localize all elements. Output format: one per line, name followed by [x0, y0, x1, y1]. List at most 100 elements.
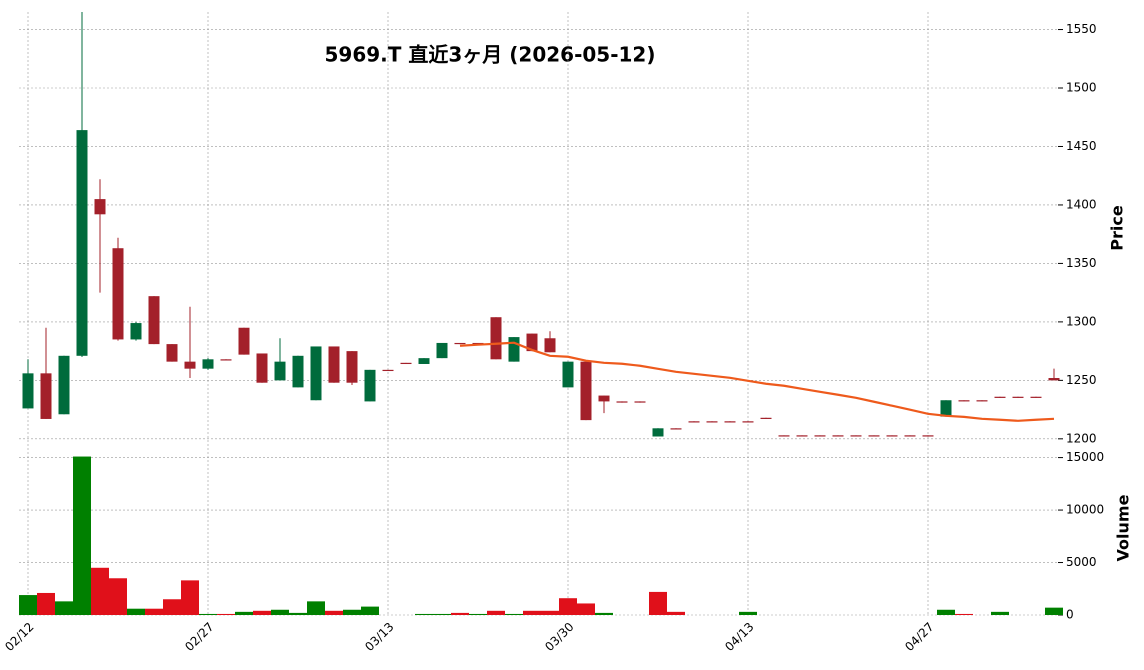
- candle-body: [904, 435, 916, 437]
- candle-body: [202, 359, 214, 369]
- candle-body: [292, 355, 304, 388]
- volume-bar: [325, 610, 343, 615]
- y-tick-label: 1500: [1066, 81, 1097, 95]
- volume-bar: [217, 613, 235, 615]
- volume-bar: [37, 592, 55, 615]
- candle-body: [76, 130, 88, 356]
- x-tick-label: 04/13: [722, 620, 756, 654]
- volume-bar: [649, 591, 667, 615]
- candle-body: [418, 358, 430, 364]
- x-tick-label: 03/13: [362, 620, 396, 654]
- y-tick-label: 1300: [1066, 314, 1097, 328]
- candle-body: [886, 435, 898, 437]
- y-tick-label: 1550: [1066, 22, 1097, 36]
- candle-body: [346, 351, 358, 383]
- y-tick-label: 15000: [1066, 450, 1104, 464]
- candle-body: [976, 400, 988, 402]
- candle-body: [616, 401, 628, 403]
- candle-body: [148, 296, 160, 345]
- candle-body: [274, 361, 286, 381]
- y-tick-label: 1450: [1066, 139, 1097, 153]
- volume-axis-label: Volume: [1114, 494, 1133, 561]
- volume-bar: [667, 611, 685, 615]
- y-tick-label: 10000: [1066, 503, 1104, 517]
- volume-bar: [109, 578, 127, 615]
- volume-bar: [577, 603, 595, 615]
- volume-bar: [271, 609, 289, 615]
- candle-body: [562, 361, 574, 388]
- volume-bar: [163, 599, 181, 615]
- candle-body: [130, 323, 142, 340]
- volume-bar: [505, 613, 523, 615]
- volume-bar: [73, 456, 91, 615]
- candle-body: [526, 333, 538, 352]
- moving-average-line: [459, 341, 1055, 422]
- y-tick-label: 1350: [1066, 256, 1097, 270]
- candle-body: [472, 342, 484, 345]
- volume-bar: [343, 609, 361, 615]
- candle-body: [508, 337, 520, 362]
- y-tick-label: 0: [1066, 608, 1074, 622]
- volume-bar: [1045, 607, 1063, 615]
- chart-title: 5969.T 直近3ヶ月 (2026-05-12): [325, 43, 656, 67]
- volume-bar: [253, 610, 271, 615]
- x-tick-label: 03/30: [542, 620, 576, 654]
- volume-bar: [469, 613, 487, 615]
- candle-body: [1030, 396, 1042, 398]
- candle-body: [328, 346, 340, 383]
- volume-bar: [235, 611, 253, 615]
- y-tick-label: 1200: [1066, 431, 1097, 445]
- candle-body: [778, 435, 790, 437]
- candle-body: [814, 435, 826, 437]
- candle-body: [166, 344, 178, 362]
- volume-bar: [415, 613, 433, 615]
- candle-body: [652, 428, 664, 437]
- candle-body: [22, 373, 34, 409]
- candle-body: [832, 435, 844, 437]
- y-tick-label: 5000: [1066, 555, 1097, 569]
- volume-bar: [595, 612, 613, 615]
- candle-body: [634, 401, 646, 403]
- volume-bar: [19, 595, 37, 615]
- candle-body: [256, 353, 268, 383]
- candle-body: [760, 417, 772, 419]
- candle-body: [436, 342, 448, 359]
- volume-bar: [991, 611, 1009, 615]
- volume-bar: [487, 610, 505, 615]
- candle-body: [490, 317, 502, 360]
- candle-body: [724, 421, 736, 423]
- x-tick-label: 02/12: [2, 620, 36, 654]
- candle-body: [940, 400, 952, 417]
- volume-bar: [127, 608, 145, 615]
- candle-body: [1048, 378, 1060, 381]
- candle-body: [544, 338, 556, 353]
- x-tick-label: 02/27: [182, 620, 216, 654]
- candle-body: [58, 355, 70, 415]
- candle-body: [310, 346, 322, 401]
- volume-bar: [181, 580, 199, 615]
- volume-bar: [739, 611, 757, 615]
- candle-body: [112, 248, 124, 340]
- candle-body: [220, 359, 232, 361]
- candle-body: [400, 362, 412, 365]
- price-axis-label: Price: [1108, 205, 1127, 251]
- volume-bar: [433, 613, 451, 615]
- candle-body: [796, 435, 808, 437]
- candle-body: [868, 435, 880, 437]
- candle-body: [598, 395, 610, 402]
- y-tick-label: 1400: [1066, 197, 1097, 211]
- volume-bar: [91, 567, 109, 615]
- candle-body: [688, 421, 700, 423]
- candle-body: [742, 421, 754, 423]
- candle-body: [364, 369, 376, 402]
- candle-body: [994, 396, 1006, 398]
- candle-body: [850, 435, 862, 437]
- volume-bar: [955, 613, 973, 615]
- volume-bar: [145, 608, 163, 615]
- candle-body: [1012, 396, 1024, 398]
- x-tick-label: 04/27: [902, 620, 936, 654]
- volume-bar: [541, 610, 559, 615]
- candle-body: [454, 342, 466, 345]
- y-tick-label: 1250: [1066, 373, 1097, 387]
